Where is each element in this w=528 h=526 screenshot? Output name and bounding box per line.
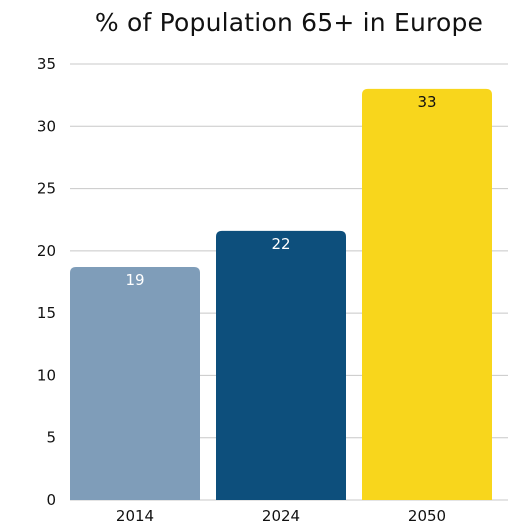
bar-2014	[70, 267, 200, 500]
bar-2050	[362, 88, 492, 501]
y-tick-label: 30	[37, 117, 56, 135]
chart-title: % of Population 65+ in Europe	[94, 8, 484, 37]
bar-2024	[216, 230, 346, 500]
y-tick-label: 25	[37, 180, 56, 198]
data-label-2024: 22	[271, 235, 290, 253]
y-tick-label: 15	[37, 304, 56, 322]
y-tick-label: 5	[46, 429, 56, 447]
data-label-2050: 33	[417, 93, 436, 111]
x-tick-label: 2024	[262, 507, 300, 525]
y-tick-label: 35	[37, 55, 56, 73]
y-tick-label: 0	[46, 491, 56, 509]
x-tick-label: 2050	[408, 507, 446, 525]
x-tick-label: 2014	[116, 507, 154, 525]
y-tick-label: 20	[37, 242, 56, 260]
y-tick-label: 10	[37, 366, 56, 384]
data-label-2014: 19	[125, 271, 144, 289]
